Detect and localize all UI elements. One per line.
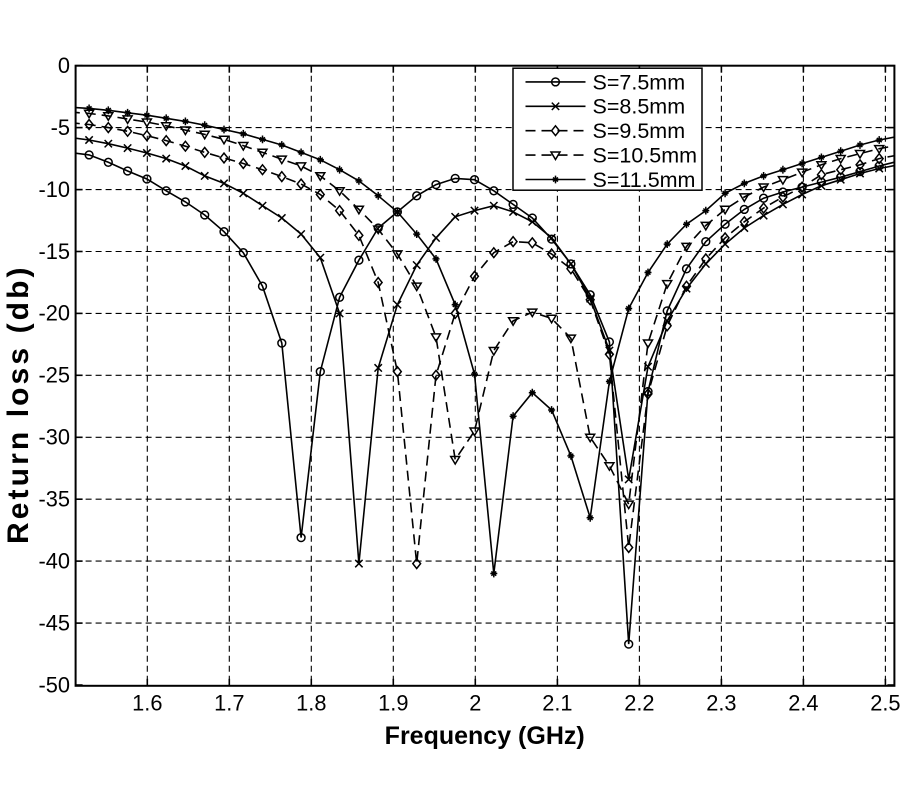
svg-text:-30: -30 xyxy=(38,425,70,450)
svg-text:1.8: 1.8 xyxy=(296,691,326,716)
svg-text:1.7: 1.7 xyxy=(214,691,244,716)
svg-text:S=10.5mm: S=10.5mm xyxy=(593,144,698,168)
svg-text:-15: -15 xyxy=(38,239,70,264)
svg-text:-20: -20 xyxy=(38,301,70,326)
svg-text:1.9: 1.9 xyxy=(378,691,408,716)
svg-text:S=11.5mm: S=11.5mm xyxy=(593,168,696,192)
svg-text:2.4: 2.4 xyxy=(788,691,818,716)
svg-text:1.6: 1.6 xyxy=(132,691,162,716)
svg-text:2.2: 2.2 xyxy=(624,691,654,716)
svg-text:2.3: 2.3 xyxy=(706,691,736,716)
svg-text:-40: -40 xyxy=(38,548,70,573)
svg-text:-25: -25 xyxy=(38,363,70,388)
svg-text:S=7.5mm: S=7.5mm xyxy=(593,70,686,94)
svg-text:Return loss (db): Return loss (db) xyxy=(2,264,35,544)
svg-text:0: 0 xyxy=(58,53,70,78)
svg-text:2.5: 2.5 xyxy=(870,691,900,716)
svg-text:S=8.5mm: S=8.5mm xyxy=(593,95,686,119)
svg-text:S=9.5mm: S=9.5mm xyxy=(593,119,686,143)
svg-text:-45: -45 xyxy=(38,610,70,635)
svg-text:-5: -5 xyxy=(51,115,70,140)
svg-text:2.1: 2.1 xyxy=(542,691,572,716)
svg-text:-35: -35 xyxy=(38,487,70,512)
svg-text:-50: -50 xyxy=(38,672,70,697)
svg-text:2: 2 xyxy=(469,691,481,716)
svg-text:Frequency (GHz): Frequency (GHz) xyxy=(385,722,585,750)
svg-text:-10: -10 xyxy=(38,177,70,202)
